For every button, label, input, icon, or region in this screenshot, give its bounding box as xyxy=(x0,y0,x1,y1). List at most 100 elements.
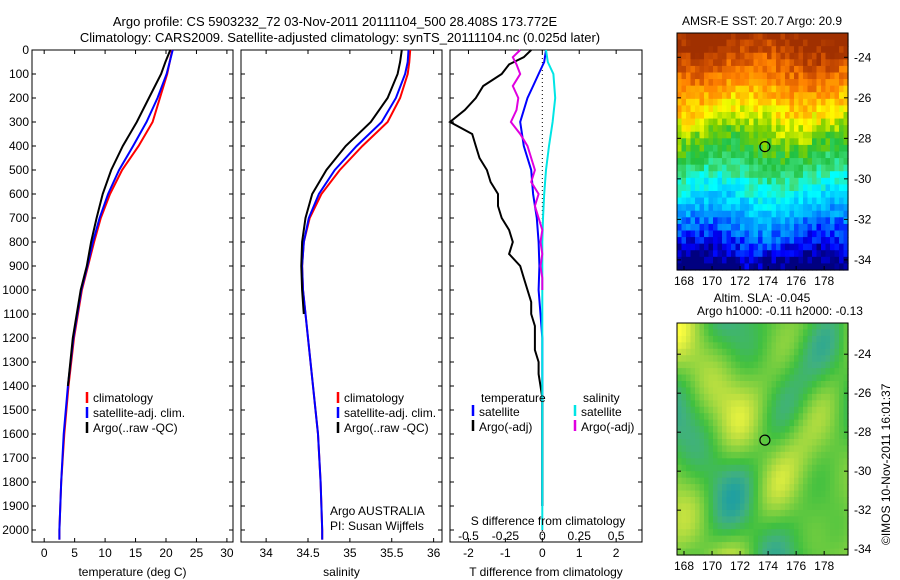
map-cell xyxy=(794,451,800,459)
map-cell xyxy=(767,413,773,421)
map-cell xyxy=(713,184,719,192)
map-cell xyxy=(798,72,804,80)
map-cell xyxy=(713,237,719,245)
map-cell xyxy=(735,204,741,212)
map-cell xyxy=(695,210,701,218)
map-cell xyxy=(695,197,701,205)
map-cell xyxy=(843,413,849,421)
map-cell xyxy=(681,250,687,258)
map-cell xyxy=(785,92,791,100)
map-cell xyxy=(780,79,786,87)
map-cell xyxy=(726,243,732,251)
map-cell xyxy=(740,509,746,517)
y-tick-label: 1500 xyxy=(2,403,29,417)
map-y-tick-label: -30 xyxy=(854,172,872,186)
map-cell xyxy=(807,432,813,440)
map-cell xyxy=(677,223,683,232)
map-cell xyxy=(708,335,714,343)
map-cell xyxy=(713,503,719,511)
map-cell xyxy=(744,171,750,179)
map-cell xyxy=(785,355,791,363)
map-cell xyxy=(830,210,836,218)
map-cell xyxy=(717,158,723,166)
map-cell xyxy=(789,426,795,434)
map-cell xyxy=(803,46,809,54)
map-cell xyxy=(686,451,692,459)
map-cell xyxy=(758,342,764,350)
map-cell xyxy=(807,477,813,485)
map-cell xyxy=(708,451,714,459)
map-cell xyxy=(744,484,750,492)
map-cell xyxy=(699,191,705,199)
map-cell xyxy=(740,458,746,466)
map-cell xyxy=(834,158,840,166)
map-cell xyxy=(807,522,813,530)
map-cell xyxy=(771,52,777,60)
map-cell xyxy=(780,39,786,47)
map-cell xyxy=(713,445,719,453)
map-cell xyxy=(713,217,719,225)
map-cell xyxy=(789,406,795,414)
map-cell xyxy=(839,184,845,192)
map-cell xyxy=(713,263,719,271)
map-cell xyxy=(713,535,719,543)
map-cell xyxy=(699,138,705,146)
map-cell xyxy=(699,426,705,434)
legend-entry: satellite xyxy=(479,405,520,419)
map-cell xyxy=(758,413,764,421)
map-cell xyxy=(722,355,728,363)
map-cell xyxy=(686,329,692,337)
map-cell xyxy=(722,59,728,67)
map-cell xyxy=(681,529,687,537)
map-cell xyxy=(803,426,809,434)
x-tick-label: 35.5 xyxy=(380,546,404,560)
map-cell xyxy=(816,85,822,93)
map-cell xyxy=(735,118,741,126)
map-cell xyxy=(735,243,741,251)
map-cell xyxy=(812,223,818,232)
map-cell xyxy=(731,92,737,100)
map-cell xyxy=(803,151,809,159)
map-cell xyxy=(839,223,845,232)
map-cell xyxy=(708,92,714,100)
map-cell xyxy=(771,256,777,265)
map-cell xyxy=(830,138,836,146)
map-cell xyxy=(758,484,764,492)
map-cell xyxy=(812,184,818,192)
y-tick-label: 0 xyxy=(22,43,29,57)
map-cell xyxy=(771,368,777,376)
map-cell xyxy=(749,490,755,498)
map-cell xyxy=(722,171,728,179)
map-cell xyxy=(717,230,723,238)
map-cell xyxy=(677,361,683,369)
map-cell xyxy=(794,374,800,382)
map-cell xyxy=(708,210,714,218)
map-cell xyxy=(740,406,746,414)
map-cell xyxy=(771,151,777,159)
map-cell xyxy=(776,497,782,505)
map-cell xyxy=(834,451,840,459)
map-cell xyxy=(744,451,750,459)
map-cell xyxy=(843,243,849,251)
map-cell xyxy=(681,98,687,107)
map-cell xyxy=(771,112,777,120)
map-cell xyxy=(753,131,759,139)
map-cell xyxy=(681,381,687,389)
map-cell xyxy=(699,204,705,212)
map-cell xyxy=(812,256,818,265)
map-cell xyxy=(704,65,710,74)
map-cell xyxy=(744,92,750,100)
map-cell xyxy=(776,471,782,479)
map-cell xyxy=(816,263,822,271)
map-cell xyxy=(695,118,701,126)
map-cell xyxy=(735,439,741,447)
map-cell xyxy=(830,355,836,363)
map-cell xyxy=(794,256,800,265)
map-cell xyxy=(821,471,827,479)
map-cell xyxy=(825,79,831,87)
map-cell xyxy=(807,39,813,47)
map-cell xyxy=(708,118,714,126)
map-cell xyxy=(821,131,827,139)
map-cell xyxy=(767,263,773,271)
map-cell xyxy=(690,451,696,459)
